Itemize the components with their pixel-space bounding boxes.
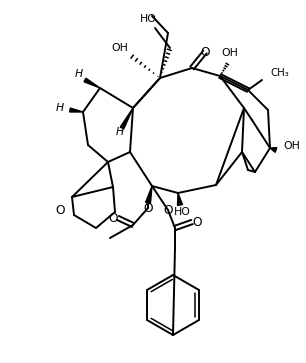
Polygon shape <box>120 108 133 129</box>
Text: O: O <box>143 201 153 215</box>
Text: O: O <box>108 212 118 224</box>
Text: O: O <box>200 45 210 58</box>
Text: H: H <box>75 69 83 79</box>
Text: O: O <box>55 204 65 216</box>
Polygon shape <box>70 108 83 112</box>
Text: O: O <box>192 216 202 228</box>
Polygon shape <box>177 193 182 205</box>
Text: H: H <box>56 103 64 113</box>
Polygon shape <box>146 186 152 204</box>
Text: OH: OH <box>222 48 238 58</box>
Text: O: O <box>163 204 173 216</box>
Text: OH: OH <box>112 43 129 53</box>
Text: HO: HO <box>140 14 156 24</box>
Text: OH: OH <box>283 141 300 151</box>
Text: H: H <box>116 127 124 137</box>
Polygon shape <box>84 78 100 88</box>
Text: CH₃: CH₃ <box>270 68 289 78</box>
Polygon shape <box>270 148 277 152</box>
Text: HO: HO <box>174 207 190 217</box>
